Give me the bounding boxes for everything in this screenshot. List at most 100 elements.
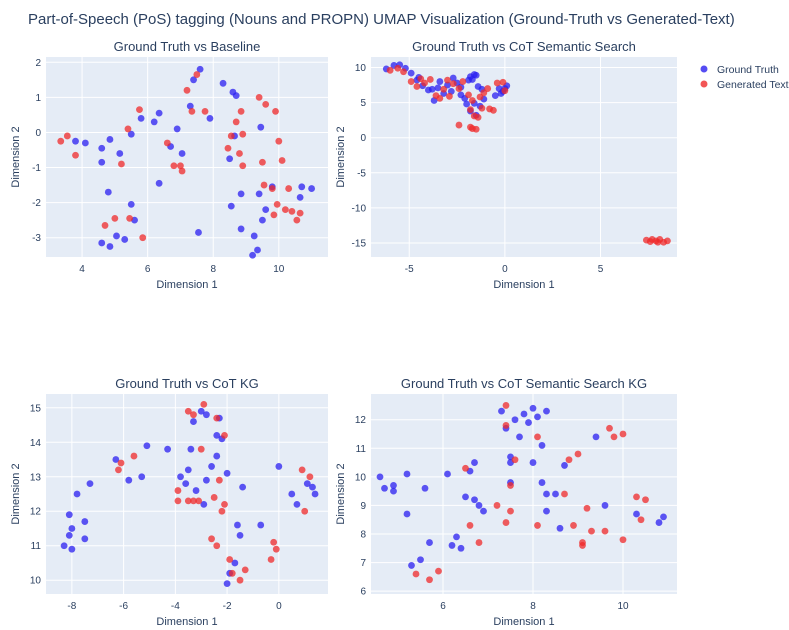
data-point[interactable]	[98, 239, 106, 247]
data-point[interactable]	[301, 507, 309, 515]
data-point[interactable]	[137, 115, 145, 122]
data-point[interactable]	[507, 482, 514, 489]
data-point[interactable]	[467, 106, 474, 114]
data-point[interactable]	[457, 544, 465, 552]
data-point[interactable]	[239, 162, 247, 170]
data-point[interactable]	[296, 193, 304, 201]
data-point[interactable]	[184, 497, 192, 505]
data-point[interactable]	[116, 150, 124, 157]
data-point[interactable]	[192, 487, 200, 494]
data-point[interactable]	[664, 237, 671, 245]
data-point[interactable]	[579, 542, 586, 549]
data-point[interactable]	[561, 462, 568, 469]
data-point[interactable]	[293, 500, 301, 508]
data-point[interactable]	[249, 251, 256, 259]
data-point[interactable]	[173, 125, 181, 133]
data-point[interactable]	[466, 522, 474, 529]
data-point[interactable]	[234, 521, 241, 529]
data-point[interactable]	[472, 71, 480, 79]
data-point[interactable]	[201, 107, 209, 115]
data-point[interactable]	[637, 516, 645, 524]
data-point[interactable]	[104, 188, 112, 196]
data-point[interactable]	[293, 216, 301, 224]
data-point[interactable]	[221, 431, 228, 439]
data-point[interactable]	[455, 85, 463, 92]
data-point[interactable]	[484, 85, 492, 92]
data-point[interactable]	[490, 106, 497, 114]
data-point[interactable]	[453, 533, 460, 541]
data-point[interactable]	[81, 139, 89, 147]
data-point[interactable]	[72, 137, 79, 145]
data-point[interactable]	[112, 456, 120, 463]
data-point[interactable]	[203, 411, 210, 419]
data-point[interactable]	[463, 100, 471, 108]
data-point[interactable]	[183, 86, 191, 94]
data-point[interactable]	[226, 556, 234, 563]
data-point[interactable]	[190, 418, 197, 425]
data-point[interactable]	[502, 422, 510, 429]
data-point[interactable]	[72, 151, 79, 159]
data-point[interactable]	[502, 519, 510, 526]
data-point[interactable]	[601, 527, 609, 535]
data-point[interactable]	[444, 470, 451, 478]
data-point[interactable]	[390, 487, 397, 495]
data-point[interactable]	[275, 137, 283, 145]
data-point[interactable]	[155, 109, 163, 117]
data-point[interactable]	[394, 64, 402, 72]
data-point[interactable]	[262, 206, 270, 214]
data-point[interactable]	[529, 459, 537, 466]
data-point[interactable]	[448, 542, 456, 549]
data-point[interactable]	[130, 452, 138, 460]
data-point[interactable]	[278, 157, 286, 164]
data-point[interactable]	[403, 470, 411, 478]
data-point[interactable]	[468, 125, 476, 132]
data-point[interactable]	[272, 107, 279, 115]
data-point[interactable]	[516, 433, 523, 441]
data-point[interactable]	[306, 473, 314, 481]
data-point[interactable]	[163, 139, 171, 147]
data-point[interactable]	[174, 497, 182, 505]
data-point[interactable]	[213, 452, 221, 460]
data-point[interactable]	[480, 507, 487, 515]
data-point[interactable]	[408, 562, 415, 569]
data-point[interactable]	[143, 442, 151, 450]
data-point[interactable]	[257, 123, 265, 131]
data-point[interactable]	[127, 200, 135, 208]
data-point[interactable]	[227, 202, 235, 210]
data-point[interactable]	[308, 185, 316, 192]
data-point[interactable]	[298, 183, 306, 191]
data-point[interactable]	[218, 507, 226, 515]
data-point[interactable]	[177, 473, 184, 481]
data-point[interactable]	[407, 69, 415, 77]
data-point[interactable]	[190, 411, 197, 419]
data-point[interactable]	[407, 78, 415, 85]
data-point[interactable]	[285, 185, 293, 192]
data-point[interactable]	[121, 236, 129, 243]
data-point[interactable]	[417, 75, 425, 83]
data-point[interactable]	[231, 559, 239, 567]
data-point[interactable]	[529, 404, 537, 412]
data-point[interactable]	[223, 469, 231, 477]
data-point[interactable]	[73, 490, 81, 498]
data-point[interactable]	[465, 91, 472, 99]
data-point[interactable]	[403, 510, 411, 518]
data-point[interactable]	[259, 216, 266, 224]
data-point[interactable]	[655, 519, 663, 526]
data-point[interactable]	[499, 78, 507, 86]
data-point[interactable]	[309, 483, 316, 491]
data-point[interactable]	[436, 95, 444, 102]
data-point[interactable]	[426, 76, 434, 83]
data-point[interactable]	[178, 167, 186, 175]
legend-item-generated-text[interactable]: Generated Text	[700, 79, 789, 91]
data-point[interactable]	[106, 243, 114, 250]
data-point[interactable]	[574, 450, 582, 458]
data-point[interactable]	[386, 66, 394, 74]
data-point[interactable]	[270, 538, 278, 546]
data-point[interactable]	[421, 484, 429, 492]
data-point[interactable]	[390, 482, 397, 489]
data-point[interactable]	[538, 479, 546, 486]
data-point[interactable]	[193, 71, 201, 78]
data-point[interactable]	[237, 225, 245, 233]
data-point[interactable]	[311, 490, 319, 498]
data-point[interactable]	[648, 236, 656, 243]
